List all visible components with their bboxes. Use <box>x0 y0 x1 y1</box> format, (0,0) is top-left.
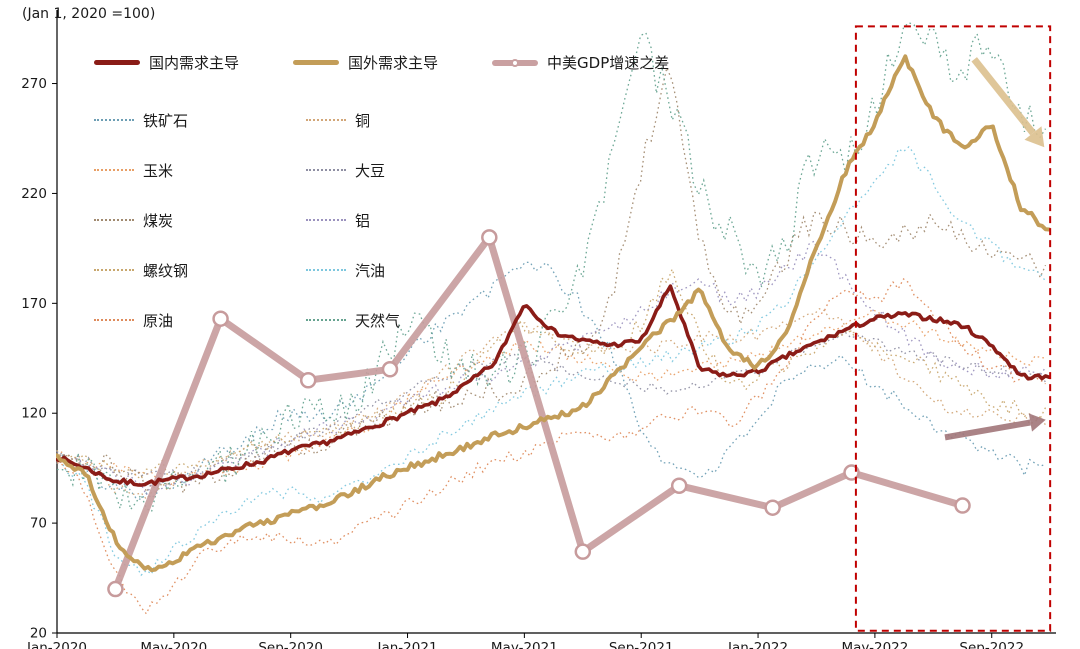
legend-item-gasoline: 汽油 <box>306 260 518 281</box>
legend-label-copper: 铜 <box>355 111 371 130</box>
x-tick-label: Jan-2021 <box>377 640 438 649</box>
legend-item-coal: 煤炭 <box>94 210 306 231</box>
x-tick-label: Sep-2020 <box>258 640 323 649</box>
legend-swatch-cn-us-gdp-gap-icon <box>492 58 539 67</box>
series-line-gasoline <box>56 145 1047 577</box>
x-tick-label: Sep-2022 <box>959 640 1024 649</box>
axes: 20 70 120 170 220 270 Jan-2020 May-2020 Sep-2020… <box>21 10 1056 649</box>
series-line-rebar <box>56 267 1047 480</box>
y-tick-label: 170 <box>21 296 47 312</box>
legend-label-coal: 煤炭 <box>143 211 174 230</box>
x-tick-label: Jan-2022 <box>727 640 788 649</box>
legend-label-cn-us-gdp-gap: 中美GDP增速之差 <box>547 54 670 72</box>
x-tick-label: Jan-2020 <box>26 640 87 649</box>
x-tick-label: Sep-2021 <box>609 640 674 649</box>
legend-item-rebar: 螺纹钢 <box>94 260 306 281</box>
gdp-marker <box>299 371 317 389</box>
gdp-marker <box>381 361 399 378</box>
legend-label-gasoline: 汽油 <box>355 261 386 280</box>
legend-swatch-coal-icon <box>94 219 134 221</box>
rightward-arrow-icon <box>944 413 1046 441</box>
legend-swatch-rebar-icon <box>94 269 134 271</box>
downtrend-arrow-icon <box>971 57 1045 148</box>
highlight-box <box>854 25 1052 632</box>
legend-item-corn: 玉米 <box>94 160 306 181</box>
legend-swatch-corn-icon <box>94 169 134 171</box>
legend-item-natural-gas: 天然气 <box>306 310 518 331</box>
legend-item-cn-us-gdp-gap: 中美GDP增速之差 <box>492 52 669 73</box>
legend-swatch-aluminum-icon <box>306 219 346 221</box>
legend-label-crude-oil: 原油 <box>143 311 174 330</box>
legend-label-rebar: 螺纹钢 <box>143 261 189 280</box>
legend-item-aluminum: 铝 <box>306 210 518 231</box>
legend-item-crude-oil: 原油 <box>94 310 306 331</box>
series-line-domestic-demand <box>56 284 1051 487</box>
legend-swatch-iron-ore-icon <box>94 119 134 121</box>
legend-label-natural-gas: 天然气 <box>355 311 401 330</box>
legend-label-corn: 玉米 <box>143 161 174 180</box>
gdp-marker <box>107 580 124 598</box>
legend-swatch-gasoline-icon <box>306 269 346 271</box>
legend-thick-row: 国内需求主导 国外需求主导 中美GDP增速之差 <box>94 52 723 73</box>
gdp-marker <box>764 499 781 516</box>
legend-item-iron-ore: 铁矿石 <box>94 110 306 131</box>
legend-marker-dot-icon <box>511 58 520 67</box>
legend-label-domestic-demand: 国内需求主导 <box>149 54 240 72</box>
series-line-natural-gas <box>56 21 1047 513</box>
plot-area <box>56 21 1051 616</box>
chart-legend: 国内需求主导 国外需求主导 中美GDP增速之差 铁矿石 铜玉米 大豆煤炭 铝螺纹钢 汽油原油… <box>94 52 723 345</box>
gdp-marker <box>574 543 592 560</box>
legend-item-soybean: 大豆 <box>306 160 518 181</box>
y-tick-label: 120 <box>21 406 47 422</box>
legend-label-soybean: 大豆 <box>355 161 386 180</box>
x-tick-label: May-2022 <box>841 640 908 649</box>
y-tick-label: 20 <box>30 626 47 642</box>
gdp-marker <box>481 229 498 246</box>
legend-swatch-crude-oil-icon <box>94 319 134 321</box>
legend-swatch-natural-gas-icon <box>306 319 346 321</box>
gdp-marker <box>670 477 688 494</box>
legend-swatch-copper-icon <box>306 119 346 121</box>
series-line-iron-ore <box>56 261 1046 501</box>
series-line-foreign-demand <box>56 54 1051 573</box>
x-tick-label: May-2020 <box>140 640 207 649</box>
legend-item-foreign-demand: 国外需求主导 <box>293 52 438 73</box>
legend-dotted-grid: 铁矿石 铜玉米 大豆煤炭 铝螺纹钢 汽油原油 天然气 <box>94 95 723 345</box>
legend-label-aluminum: 铝 <box>355 211 371 230</box>
gdp-marker <box>212 310 229 327</box>
legend-label-foreign-demand: 国外需求主导 <box>348 54 439 72</box>
legend-item-domestic-demand: 国内需求主导 <box>94 52 239 73</box>
legend-label-iron-ore: 铁矿石 <box>143 111 189 130</box>
legend-swatch-foreign-demand-icon <box>293 60 340 65</box>
legend-item-copper: 铜 <box>306 110 518 131</box>
legend-swatch-soybean-icon <box>306 169 346 171</box>
series-line-cn-us-gdp-gap <box>112 233 964 591</box>
x-tick-label: May-2021 <box>491 640 558 649</box>
y-tick-label: 70 <box>30 516 47 532</box>
legend-swatch-domestic-demand-icon <box>94 60 140 65</box>
y-tick-label: 220 <box>21 186 47 202</box>
series-line-coal <box>56 65 1047 496</box>
axis-unit-note: (Jan 1, 2020 =100) <box>22 6 156 22</box>
y-tick-label: 270 <box>21 76 47 92</box>
gdp-marker <box>954 497 971 514</box>
